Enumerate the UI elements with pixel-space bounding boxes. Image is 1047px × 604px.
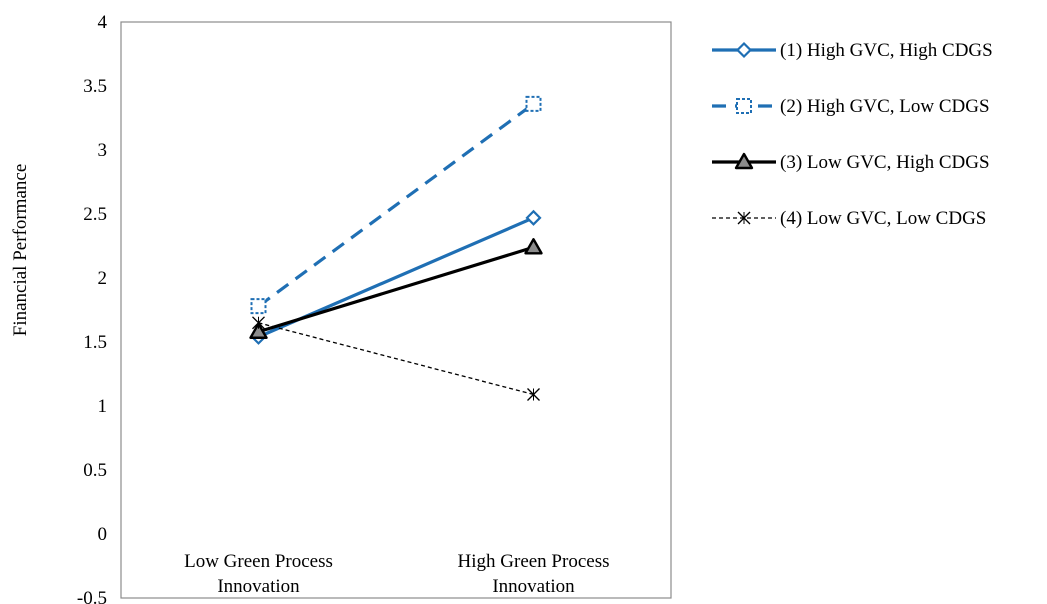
x-category-label: Innovation	[492, 576, 575, 597]
y-tick-label: 0.5	[83, 460, 107, 481]
y-tick-label: 0	[98, 524, 108, 545]
plot-frame	[120, 21, 672, 599]
series-3	[249, 238, 543, 339]
legend-marker-swatch	[735, 41, 753, 59]
y-tick-label: 4	[98, 12, 108, 33]
legend-marker-swatch	[734, 152, 754, 170]
data-point	[525, 95, 542, 112]
x-category-label: High Green Process	[458, 551, 610, 572]
data-point	[524, 238, 543, 255]
legend-item: (2) High GVC, Low CDGS	[712, 96, 990, 117]
y-tick-label: 1	[98, 396, 108, 417]
legend-marker-swatch	[737, 211, 751, 225]
series-2	[250, 95, 542, 315]
y-tick-label: 1.5	[83, 332, 107, 353]
y-axis-title: Financial Performance	[10, 164, 31, 337]
data-point	[250, 298, 267, 315]
y-tick-label: 3	[98, 140, 108, 161]
x-category-label: Innovation	[217, 576, 300, 597]
legend-label: (3) Low GVC, High CDGS	[780, 152, 990, 173]
plot-area: -0.5 0 0.5 1 1.5 2 2.5 3 3.5 4 Low Green Process I…	[77, 12, 672, 604]
data-point	[527, 388, 540, 401]
legend-item: (1) High GVC, High CDGS	[712, 40, 993, 61]
legend-item: (4) Low GVC, Low CDGS	[712, 208, 986, 229]
y-tick-label: 2	[98, 268, 108, 289]
series-line	[257, 102, 535, 308]
data-point	[249, 322, 268, 339]
y-tick-label: 2.5	[83, 204, 107, 225]
legend: (1) High GVC, High CDGS (2) High GVC, Low…	[712, 40, 993, 229]
legend-item: (3) Low GVC, High CDGS	[712, 152, 990, 173]
x-category-label: Low Green Process	[184, 551, 333, 572]
y-tick-label: -0.5	[77, 588, 107, 604]
legend-label: (2) High GVC, Low CDGS	[780, 96, 990, 117]
series-line	[258, 322, 534, 396]
y-axis-ticks: -0.5 0 0.5 1 1.5 2 2.5 3 3.5 4	[77, 12, 108, 604]
legend-label: (4) Low GVC, Low CDGS	[780, 208, 986, 229]
legend-label: (1) High GVC, High CDGS	[780, 40, 993, 61]
data-point	[525, 209, 542, 226]
y-tick-label: 3.5	[83, 76, 107, 97]
series-4	[252, 316, 540, 401]
series-line	[258, 245, 534, 334]
data-point	[252, 316, 265, 330]
x-axis-category-labels: Low Green Process Innovation High Green Pr…	[184, 551, 609, 597]
legend-marker-swatch	[736, 98, 752, 114]
series-layer	[249, 95, 543, 401]
